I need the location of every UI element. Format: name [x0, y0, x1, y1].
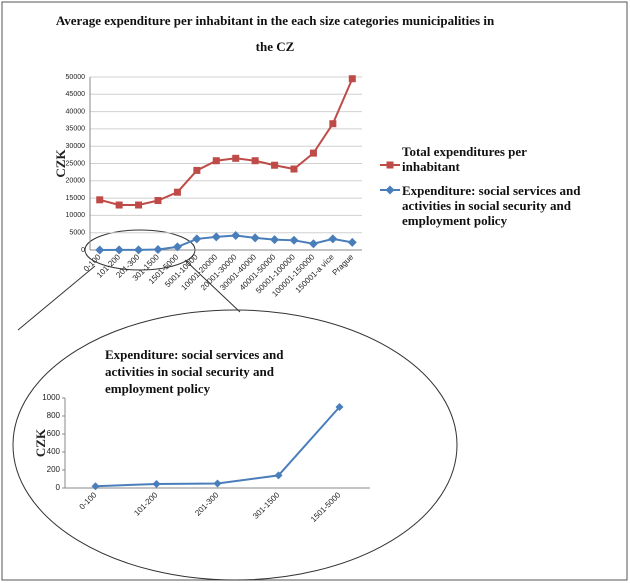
y-tick-label: 45000: [66, 91, 86, 98]
point: [212, 157, 220, 165]
point: [270, 235, 280, 245]
y-tick-label: 25000: [66, 160, 86, 167]
point: [134, 245, 144, 255]
point: [274, 471, 283, 480]
chart-title: Expenditure: social services and activit…: [105, 347, 284, 396]
point: [348, 75, 356, 83]
y-tick-label: 400: [47, 447, 61, 456]
point: [96, 196, 104, 204]
point: [172, 242, 182, 252]
point: [329, 120, 337, 128]
x-tick-label: 201-300: [193, 490, 221, 518]
point: [385, 185, 395, 195]
y-tick-label: 10000: [66, 212, 86, 219]
y-tick-label: 200: [47, 465, 61, 474]
y-tick-label: 50000: [66, 74, 86, 81]
point: [335, 403, 344, 411]
chart-title: Average expenditure per inhabitant in th…: [55, 13, 495, 54]
point: [308, 239, 318, 249]
y-tick-label: 0: [56, 483, 61, 492]
point: [192, 234, 202, 244]
y-tick-label: 600: [47, 429, 61, 438]
y-tick-label: 1000: [42, 393, 60, 402]
y-tick-label: 40000: [66, 108, 86, 115]
point: [211, 232, 221, 242]
y-tick-label: 35000: [66, 126, 86, 133]
y-axis-label: CZK: [33, 428, 48, 457]
y-tick-label: 20000: [66, 178, 86, 185]
point: [232, 154, 240, 162]
y-tick-label: 800: [47, 411, 61, 420]
point: [115, 201, 123, 209]
x-tick-label: 0-100: [78, 490, 99, 511]
y-tick-label: 30000: [66, 143, 86, 150]
point: [386, 161, 394, 169]
x-tick-label: Prague: [331, 252, 356, 277]
point: [290, 165, 298, 173]
zoom-ellipse: [12, 309, 458, 581]
point: [173, 188, 181, 196]
point: [114, 245, 124, 255]
y-tick-label: 0: [81, 247, 85, 254]
y-axis-label: CZK: [53, 149, 68, 178]
point: [271, 161, 279, 169]
point: [91, 482, 100, 491]
point: [309, 149, 317, 157]
point: [347, 237, 357, 247]
point: [250, 233, 260, 243]
point: [193, 166, 201, 174]
x-tick-label: 301-1500: [251, 490, 282, 521]
legend-entry: Expenditure: social services and activit…: [402, 183, 581, 228]
y-tick-label: 5000: [69, 230, 85, 237]
legend-entry: Total expenditures per inhabitant: [402, 144, 527, 174]
series-line: [95, 406, 341, 488]
series-line: [99, 78, 354, 207]
callout-line: [184, 259, 241, 313]
point: [154, 197, 162, 205]
point: [135, 201, 143, 209]
point: [231, 230, 241, 240]
point: [289, 235, 299, 245]
point: [153, 244, 163, 254]
callout-line: [17, 265, 96, 331]
point: [328, 234, 338, 244]
x-tick-label: 101-200: [132, 490, 160, 518]
y-tick-label: 15000: [66, 195, 86, 202]
point: [251, 157, 259, 165]
point: [213, 479, 222, 488]
x-tick-label: 1501-5000: [309, 490, 343, 524]
point: [95, 245, 105, 255]
point: [152, 479, 161, 488]
